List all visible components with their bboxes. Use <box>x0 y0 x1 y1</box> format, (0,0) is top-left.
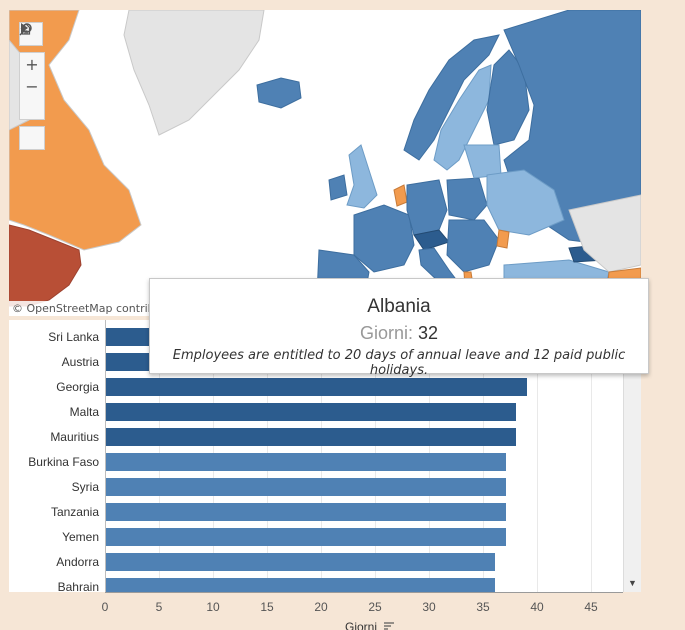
sweden-shape[interactable] <box>433 64 492 171</box>
tooltip: Albania Giorni: 32 Employees are entitle… <box>149 278 649 378</box>
norway-shape[interactable] <box>403 34 500 161</box>
belarus-ukraine-shape[interactable] <box>486 169 565 236</box>
poland-shape[interactable] <box>446 177 488 221</box>
germany-shape[interactable] <box>406 179 448 236</box>
home-icon[interactable] <box>20 23 44 119</box>
x-tick-label: 40 <box>530 600 544 614</box>
world-map[interactable]: © OpenStreetMap contributors + − <box>9 10 641 316</box>
category-label[interactable]: Malta <box>69 405 99 419</box>
scroll-down-icon[interactable]: ▼ <box>628 578 637 588</box>
tooltip-value: 32 <box>418 323 439 343</box>
sort-icon[interactable] <box>383 621 395 630</box>
category-label[interactable]: Austria <box>61 355 99 369</box>
category-label[interactable]: Georgia <box>56 380 99 394</box>
netherlands-shape[interactable] <box>393 184 408 207</box>
tooltip-value-row: Giorni: 32 <box>150 323 648 344</box>
x-tick-label: 5 <box>155 600 163 614</box>
x-tick-label: 35 <box>476 600 490 614</box>
category-label[interactable]: Sri Lanka <box>48 330 99 344</box>
gridline <box>537 320 538 592</box>
bar[interactable] <box>106 528 506 546</box>
x-tick-label: 15 <box>260 600 274 614</box>
x-tick-label: 25 <box>368 600 382 614</box>
tooltip-note: Employees are entitled to 20 days of ann… <box>172 348 626 378</box>
x-axis-title[interactable]: Giorni <box>345 620 395 630</box>
x-tick-label: 30 <box>422 600 436 614</box>
iceland-shape[interactable] <box>256 77 302 109</box>
x-axis: Giorni 0 5 10 15 20 25 30 35 40 45 <box>9 592 641 630</box>
bar[interactable] <box>106 453 506 471</box>
x-tick-label: 0 <box>101 600 109 614</box>
bar[interactable] <box>106 378 528 396</box>
moldova-shape[interactable] <box>496 229 510 249</box>
category-label[interactable]: Mauritius <box>50 430 99 444</box>
finland-shape[interactable] <box>486 49 530 146</box>
ireland-shape[interactable] <box>328 174 348 201</box>
x-tick-label: 10 <box>206 600 220 614</box>
x-axis-line <box>105 592 623 593</box>
category-label[interactable]: Burkina Faso <box>28 455 99 469</box>
map-toolbar: + − <box>19 22 45 150</box>
bar[interactable] <box>106 503 506 521</box>
x-tick-label: 45 <box>584 600 598 614</box>
vertical-scrollbar[interactable]: ▼ <box>623 320 641 592</box>
bar[interactable] <box>106 578 495 592</box>
zoom-in-button[interactable]: + <box>20 53 44 75</box>
baltics-shape[interactable] <box>463 144 502 179</box>
category-label[interactable]: Andorra <box>56 555 99 569</box>
kazakhstan-shape[interactable] <box>568 194 641 273</box>
bar[interactable] <box>106 428 517 446</box>
play-icon[interactable] <box>20 23 44 149</box>
map-canvas[interactable] <box>9 10 641 316</box>
zoom-controls: + − <box>19 23 45 120</box>
tooltip-label: Giorni: <box>359 323 413 343</box>
bar[interactable] <box>106 403 517 421</box>
tooltip-country: Albania <box>367 296 431 317</box>
expand-toolbar <box>19 23 45 150</box>
balkans-shape[interactable] <box>446 219 500 273</box>
category-label[interactable]: Bahrain <box>57 580 99 592</box>
bar[interactable] <box>106 478 506 496</box>
zoom-out-button[interactable]: − <box>20 75 44 97</box>
map-attribution[interactable]: © OpenStreetMap contributors <box>9 301 186 316</box>
uk-shape[interactable] <box>346 144 378 209</box>
category-label[interactable]: Syria <box>71 480 99 494</box>
category-label[interactable]: Tanzania <box>50 505 99 519</box>
bar[interactable] <box>106 553 495 571</box>
x-tick-label: 20 <box>314 600 328 614</box>
zero-line <box>105 320 106 592</box>
gridline <box>591 320 592 592</box>
france-shape[interactable] <box>353 204 415 273</box>
category-label[interactable]: Yemen <box>62 530 99 544</box>
greenland-shape[interactable] <box>123 10 265 136</box>
